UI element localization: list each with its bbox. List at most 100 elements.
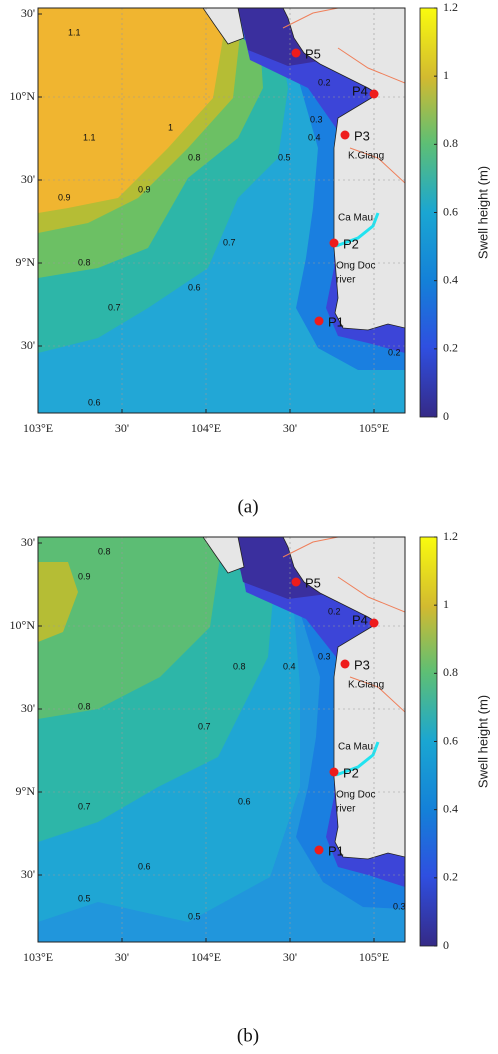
contour-label: 0.7 xyxy=(223,237,236,247)
swell-region xyxy=(38,562,78,642)
contour-label: 0.3 xyxy=(318,651,331,661)
colorbar-tick-label: 0.6 xyxy=(443,733,458,747)
station-label: P5 xyxy=(305,575,321,590)
colorbar-tick-label: 0 xyxy=(443,938,449,952)
river xyxy=(335,741,380,777)
province-border xyxy=(337,47,405,84)
y-tick-label: 30' xyxy=(21,535,35,549)
y-tick-label: 30' xyxy=(21,6,35,20)
y-tick-label: 10°N xyxy=(10,89,36,103)
colorbar-tick-label: 0.2 xyxy=(443,870,458,884)
station-marker xyxy=(329,767,339,777)
contour-label: 0.6 xyxy=(88,397,101,407)
station-marker xyxy=(314,845,324,855)
contour-label: 0.9 xyxy=(58,192,71,202)
contour-label: 0.8 xyxy=(233,661,246,671)
contour-label: 0.4 xyxy=(308,132,321,142)
contour-label: 0.7 xyxy=(198,721,211,731)
contour-label: 0.8 xyxy=(188,152,201,162)
contour-label: 1.1 xyxy=(68,27,81,37)
y-tick-label: 30' xyxy=(21,172,35,186)
x-tick-label: 105°E xyxy=(359,950,389,964)
contour-label: 0.5 xyxy=(188,911,201,921)
colorbar-tick-label: 1 xyxy=(443,597,449,611)
colorbar-tick-label: 0.8 xyxy=(443,665,458,679)
station-label: P3 xyxy=(354,128,370,143)
province-border xyxy=(282,8,339,29)
colorbar-tick-label: 1.2 xyxy=(443,529,458,543)
station-label: P2 xyxy=(343,765,359,780)
map-frame xyxy=(37,536,406,943)
colorbar-tick-label: 1.2 xyxy=(443,0,458,14)
station-marker xyxy=(340,130,350,140)
y-tick-label: 30' xyxy=(21,867,35,881)
y-tick-label: 9°N xyxy=(16,784,36,798)
x-tick-label: 104°E xyxy=(191,950,221,964)
station-marker xyxy=(369,618,379,628)
station-marker xyxy=(340,659,350,669)
map-area: 0.9 0.8 0.8 0.8 0.7 0.7 0.6 0.6 0.5 0.5 0.4 0.3 0.2 0… xyxy=(38,537,406,942)
place-label: river xyxy=(336,275,356,286)
land xyxy=(202,537,245,574)
colorbar-tick-label: 1 xyxy=(443,68,449,82)
province-border xyxy=(337,576,405,613)
x-tick-label: 104°E xyxy=(191,421,221,435)
contour-label: 0.4 xyxy=(283,661,296,671)
y-tick-label: 9°N xyxy=(16,255,36,269)
contour-label: 0.8 xyxy=(78,701,91,711)
contour-label: 0.3 xyxy=(393,901,406,911)
station-marker xyxy=(314,316,324,326)
colorbar-tick-label: 0.4 xyxy=(443,801,458,815)
colorbar-label: Swell height (m) xyxy=(475,695,490,788)
contour-label: 0.7 xyxy=(108,302,121,312)
contour-label: 0.2 xyxy=(318,77,331,87)
y-tick-label: 30' xyxy=(21,338,35,352)
y-tick-label: 10°N xyxy=(10,618,36,632)
x-tick-label: 30' xyxy=(283,950,297,964)
contour-label: 1.1 xyxy=(83,132,96,142)
contour-label: 0.5 xyxy=(78,893,91,903)
x-tick-label: 103°E xyxy=(23,950,53,964)
colorbar-tick-label: 0.6 xyxy=(443,204,458,218)
contour-label: 0.9 xyxy=(78,571,91,581)
station-marker xyxy=(291,577,301,587)
province-border xyxy=(349,147,405,184)
province-border xyxy=(282,537,339,558)
colorbar-label: Swell height (m) xyxy=(475,166,490,259)
station-label: P4 xyxy=(352,612,368,627)
place-label: K.Giang xyxy=(348,151,384,162)
colorbar-tick-label: 0.4 xyxy=(443,272,458,286)
station-label: P3 xyxy=(354,657,370,672)
map-area: 1.1 1.1 1 0.9 0.9 0.8 0.8 0.7 0.7 0.6 0.6 0.5 0.4 0.3… xyxy=(38,8,405,413)
land xyxy=(282,8,405,331)
colorbar-tick-label: 0.8 xyxy=(443,136,458,150)
contour-label: 0.2 xyxy=(328,606,341,616)
contour-label: 0.8 xyxy=(98,546,111,556)
contour-label: 0.8 xyxy=(78,257,91,267)
station-label: P5 xyxy=(305,46,321,61)
swell-region xyxy=(38,8,228,213)
place-label: K.Giang xyxy=(348,680,384,691)
place-label: Ca Mau xyxy=(338,213,373,224)
contour-label: 0.6 xyxy=(238,796,251,806)
x-tick-label: 105°E xyxy=(359,421,389,435)
station-marker xyxy=(329,238,339,248)
map-panel: 0.9 0.8 0.8 0.8 0.7 0.7 0.6 0.6 0.5 0.5 0.4 0.3 0.2 0… xyxy=(10,535,406,964)
land xyxy=(202,8,245,45)
place-label: Ca Mau xyxy=(338,742,373,753)
map-panel: 1.1 1.1 1 0.9 0.9 0.8 0.8 0.7 0.7 0.6 0.6 0.5 0.4 0.3… xyxy=(10,6,406,435)
contour-label: 0.2 xyxy=(388,347,401,357)
x-tick-label: 30' xyxy=(283,421,297,435)
contour-label: 0.7 xyxy=(78,801,91,811)
panel-caption: (a) xyxy=(237,496,258,517)
station-label: P2 xyxy=(343,236,359,251)
contour-label: 0.6 xyxy=(138,861,151,871)
contour-label: 0.3 xyxy=(310,114,323,124)
x-tick-label: 30' xyxy=(115,950,129,964)
place-label: river xyxy=(336,804,356,815)
river xyxy=(335,212,380,248)
land xyxy=(282,537,405,860)
place-label: Ong Doc xyxy=(336,261,375,272)
contour-label: 1 xyxy=(168,122,173,132)
